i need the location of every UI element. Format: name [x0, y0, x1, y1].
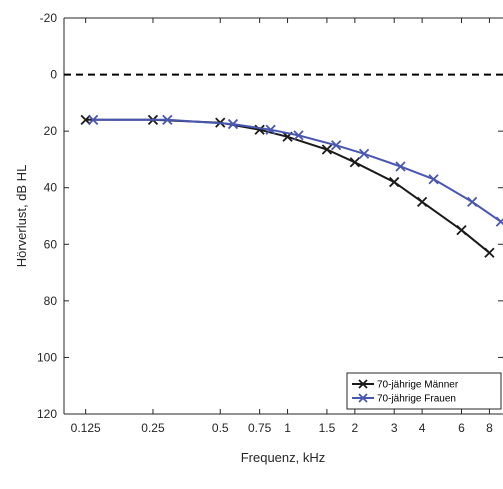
data-point-series-2	[428, 174, 439, 185]
data-point-series-1	[80, 114, 91, 125]
legend-label-1: 70-jährige Männer	[377, 380, 459, 391]
y-tick-label: 20	[44, 124, 58, 138]
x-tick-label: 3	[391, 421, 398, 435]
data-point-series-2	[331, 140, 342, 151]
x-tick-label: 1	[284, 421, 291, 435]
data-point-series-1	[417, 196, 428, 207]
y-tick-label: 120	[37, 407, 57, 421]
plot-area	[64, 18, 503, 414]
x-tick-label: 0.5	[212, 421, 229, 435]
x-tick-label: 4	[419, 421, 426, 435]
y-tick-label: 0	[50, 68, 57, 82]
data-point-series-1	[484, 247, 495, 258]
data-point-series-1	[321, 144, 333, 155]
x-tick-label: 2	[351, 421, 358, 435]
y-tick-label: -20	[40, 11, 58, 25]
x-tick-label: 1.5	[319, 421, 336, 435]
x-tick-label: 0.25	[141, 421, 165, 435]
axes-layer: -20 0 20 40 60 80 100 120 0.125 0.25 0.5 0.75 1 1.5 2 3…	[37, 11, 503, 435]
legend-marker-2	[358, 393, 368, 403]
data-point-series-2	[87, 114, 99, 125]
data-point-series-2	[467, 196, 478, 207]
y-tick-label: 80	[44, 294, 58, 308]
y-axis-label: Hörverlust, dB HL	[14, 165, 29, 268]
legend-box	[346, 372, 502, 410]
data-point-series-1	[349, 157, 360, 168]
y-tick-label: 100	[37, 350, 57, 364]
x-tick-label: 8	[486, 421, 493, 435]
data-point-series-1	[389, 176, 400, 188]
x-axis-label: Frequenz, kHz	[241, 450, 326, 465]
data-point-series-2	[162, 114, 173, 125]
data-point-series-2	[265, 124, 276, 135]
x-tick-label: 0.75	[248, 421, 272, 435]
data-point-series-2	[293, 130, 304, 141]
data-point-series-2	[358, 148, 370, 159]
legend-marker-1	[358, 379, 368, 389]
y-tick-label: 40	[44, 181, 58, 195]
legend-label-2: 70-jährige Frauen	[377, 394, 456, 405]
y-tick-label: 60	[44, 237, 58, 251]
data-point-series-1	[456, 225, 467, 236]
legend: 70-jährige Männer 70-jährige Frauen	[346, 372, 502, 410]
data-point-series-2	[495, 216, 503, 227]
data-point-series-2	[395, 161, 406, 172]
data-point-series-2	[227, 118, 239, 130]
x-tick-label: 6	[458, 421, 465, 435]
series-layer	[80, 114, 503, 258]
x-tick-label: 0.125	[71, 421, 101, 435]
